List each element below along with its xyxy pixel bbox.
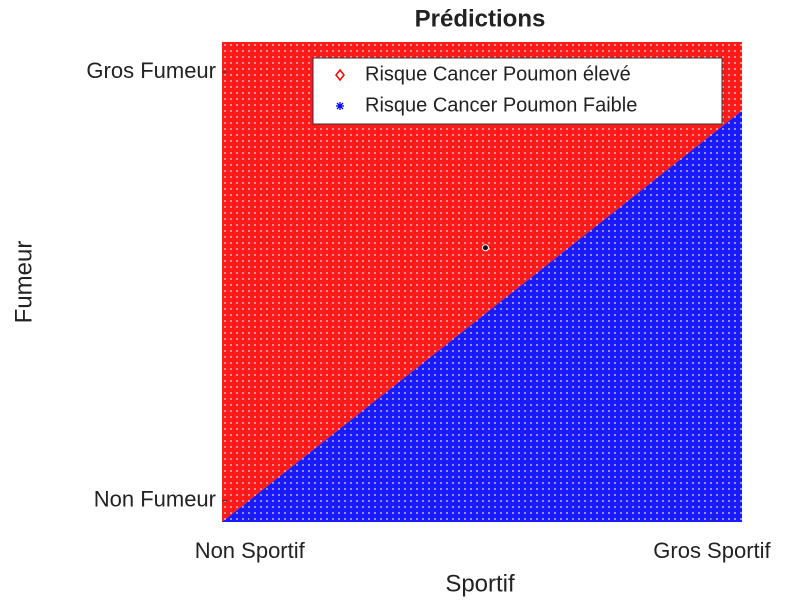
y-tick-label: Gros Fumeur [86,58,216,83]
region-above [222,42,742,522]
legend-box [312,57,723,125]
region-below [222,110,742,523]
legend-label: Risque Cancer Poumon Faible [365,94,637,116]
point [481,244,489,252]
chart-title: Prédictions [415,5,546,32]
x-tick-label: Non Sportif [195,538,306,563]
legend-marker [336,102,344,110]
y-axis-label: Fumeur [10,241,37,324]
legend-marker [335,68,345,82]
legend: Risque Cancer Poumon élevé Risque Cancer … [312,57,723,125]
y-tick-label: Non Fumeur [94,486,216,511]
x-tick-label: Gros Sportif [653,538,771,563]
legend-label: Risque Cancer Poumon élevé [365,63,631,85]
x-axis-label: Sportif [445,570,515,597]
